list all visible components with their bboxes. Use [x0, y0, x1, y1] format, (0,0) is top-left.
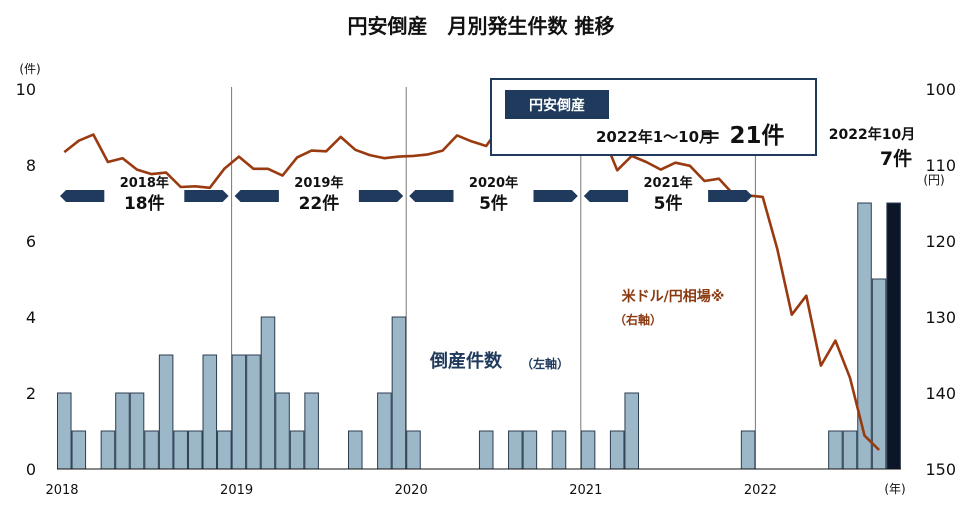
- callout-equals: ＝: [701, 124, 721, 148]
- year-annotation-count: 18件: [124, 193, 165, 214]
- right-tick-label: 150: [925, 460, 956, 479]
- x-tick-label: 2020: [395, 483, 428, 498]
- right-tick-label: 100: [925, 80, 956, 99]
- bar: [304, 392, 319, 470]
- bar: [377, 392, 392, 470]
- bar-series-label: 倒産件数: [429, 350, 503, 372]
- callout-period: 2022年1～10月: [596, 128, 714, 146]
- left-tick-label: 10: [16, 80, 36, 99]
- bar: [624, 392, 640, 470]
- x-tick-label: 2022: [744, 483, 777, 498]
- bar: [71, 430, 87, 470]
- year-annotation-count: 22件: [299, 193, 340, 214]
- bar: [129, 392, 145, 470]
- left-tick-label: 4: [26, 308, 36, 327]
- year-annotation-count: 5件: [479, 193, 508, 214]
- bar: [246, 354, 261, 470]
- year-arrow-right: [358, 190, 404, 202]
- callout-tag: 円安倒産: [529, 97, 585, 114]
- left-tick-label: 6: [26, 232, 36, 251]
- bar: [260, 316, 276, 470]
- bar: [289, 430, 305, 470]
- bar: [828, 430, 843, 470]
- right-axis-unit: (円): [923, 173, 944, 187]
- right-tick-label: 140: [925, 384, 956, 403]
- year-annotation-year: 2018年: [120, 175, 169, 191]
- bar: [158, 354, 174, 470]
- bar: [144, 430, 159, 470]
- left-axis-unit: (件): [19, 62, 40, 76]
- year-annotation-count: 5件: [654, 193, 683, 214]
- year-arrow-left: [583, 190, 629, 202]
- year-arrow-right: [533, 190, 578, 202]
- bar: [508, 430, 523, 470]
- bar: [522, 430, 538, 470]
- right-tick-label: 120: [925, 232, 956, 251]
- latest-month-label: 2022年10月: [829, 126, 915, 143]
- bar: [202, 354, 218, 470]
- right-tick-label: 130: [925, 308, 956, 327]
- bar: [551, 430, 567, 470]
- bar: [348, 430, 363, 470]
- right-axis-ticks: 100 110 120 130 140 150: [925, 80, 956, 479]
- bar: [173, 430, 188, 470]
- year-arrow-left: [60, 190, 105, 202]
- bar: [275, 392, 290, 470]
- year-annotation-year: 2020年: [469, 175, 518, 191]
- bar-series: [57, 202, 901, 470]
- bar: [871, 278, 887, 470]
- bar-latest: [886, 202, 901, 470]
- x-tick-label: 2021: [569, 483, 602, 498]
- bar: [187, 430, 203, 470]
- callout-box: 円安倒産 2022年1～10月 ＝ 21件: [490, 78, 817, 156]
- bar: [478, 430, 494, 470]
- latest-count-label: 7件: [880, 147, 912, 170]
- x-tick-label: 2018: [45, 483, 78, 498]
- year-annotations: 2018年 18件 2019年 22件 2020年 5件 2021年 5件: [60, 175, 753, 214]
- bar: [100, 430, 116, 470]
- callout-count: 21件: [729, 123, 784, 149]
- bar: [857, 202, 872, 470]
- x-axis-ticks: 2018 2019 2020 2021 2022: [45, 483, 776, 498]
- bar: [609, 430, 625, 470]
- x-axis-unit: (年): [884, 482, 905, 496]
- year-arrow-right: [708, 190, 753, 202]
- left-tick-label: 2: [26, 384, 36, 403]
- line-axis-note: （右軸）: [614, 312, 662, 327]
- bar: [57, 392, 72, 470]
- year-arrow-left: [234, 190, 279, 202]
- bar: [391, 316, 407, 470]
- bar: [740, 430, 756, 470]
- right-tick-label: 110: [925, 156, 956, 175]
- left-tick-label: 8: [26, 156, 36, 175]
- line-series-label: 米ドル/円相場※: [622, 288, 725, 305]
- bar: [580, 430, 596, 470]
- bar: [231, 354, 247, 470]
- year-arrow-right: [184, 190, 229, 202]
- year-annotation-year: 2019年: [294, 175, 343, 191]
- year-annotation-year: 2021年: [644, 175, 693, 191]
- x-tick-label: 2019: [220, 483, 253, 498]
- chart-title: 円安倒産 月別発生件数 推移: [348, 14, 615, 38]
- bar: [115, 392, 130, 470]
- bar: [842, 430, 858, 470]
- bar: [217, 430, 232, 470]
- year-arrow-left: [409, 190, 454, 202]
- usd-jpy-line: [63, 113, 881, 451]
- bar: [406, 430, 421, 470]
- left-tick-label: 0: [26, 460, 36, 479]
- bar-axis-note: （左軸）: [521, 356, 569, 371]
- left-axis-ticks: 0 2 4 6 8 10: [16, 80, 36, 479]
